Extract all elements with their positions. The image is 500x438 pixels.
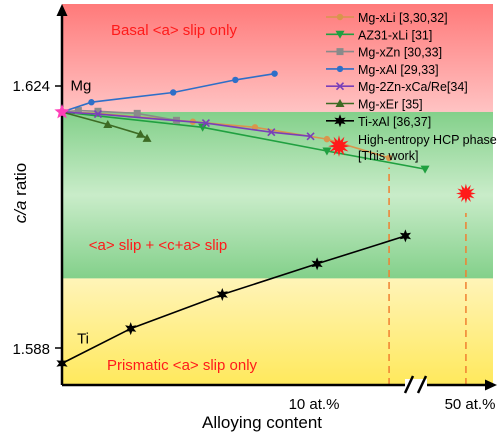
legend-marker: [328, 135, 350, 157]
legend-marker: [336, 65, 344, 73]
y-axis-label-rest: ratio: [11, 163, 30, 201]
data-point: [271, 70, 278, 77]
x-tick-label: 50 at.%: [445, 396, 496, 413]
x-axis-label: Alloying content: [202, 413, 322, 432]
legend-item: High-entropy HCP phase [This work]: [328, 133, 497, 163]
data-point: [251, 124, 259, 131]
legend-label: Mg-xEr [35]: [358, 98, 423, 112]
y-tick-label: 1.624: [12, 78, 50, 95]
series-line: [61, 111, 426, 170]
data-point: [306, 132, 315, 141]
data-point: [420, 165, 430, 174]
legend-label: Mg-2Zn-xCa/Re[34]: [358, 80, 468, 94]
legend-item: AZ31-xLi [31]: [326, 28, 432, 42]
legend-item: Mg-xLi [3,30,32]: [326, 11, 448, 25]
legend-item: Ti-xAl [36,37]: [326, 114, 431, 129]
legend-label: [This work]: [358, 149, 418, 163]
data-point: [103, 119, 113, 128]
reference-lines: [388, 167, 467, 385]
legend-marker: [336, 48, 344, 56]
legend-item: Mg-xZn [30,33]: [326, 46, 442, 60]
region-label: <a> slip + <c+a> slip: [89, 237, 227, 254]
slip-regions: Basal <a> slip only <a> slip + <c+a> slip…: [62, 4, 493, 385]
data-point: [93, 109, 103, 119]
data-point: [135, 129, 145, 138]
legend-item: Mg-xAl [29,33]: [326, 63, 439, 77]
region-a-slip-c-a-slip: [62, 111, 493, 279]
legend-marker: [335, 30, 345, 39]
data-point: [311, 257, 323, 271]
data-point: [142, 133, 152, 142]
data-point: [133, 109, 141, 117]
region-label: Prismatic <a> slip only: [107, 357, 258, 374]
axis-labels: 1.624 1.588 10 at.% 50 at.% Alloying con…: [11, 78, 495, 432]
y-axis-arrow: [56, 4, 68, 16]
legend: Mg-xLi [3,30,32] AZ31-xLi [31] Mg-xZn [30,…: [326, 11, 497, 163]
legend-label: Ti-xAl [36,37]: [358, 115, 431, 129]
series-layer: [56, 70, 476, 370]
data-point: [125, 322, 137, 336]
series-mg-xal-29-33: [61, 70, 278, 113]
y-tick-label: 1.588: [12, 341, 50, 358]
data-point: [94, 107, 102, 115]
legend-label: Mg-xAl [29,33]: [358, 63, 439, 77]
data-point: [232, 76, 239, 84]
y-axis-label-italic: c/a: [11, 201, 30, 224]
data-point: [323, 135, 331, 143]
axis-break-mark-1: [403, 375, 415, 394]
data-point: [267, 128, 276, 137]
region-label: Basal <a> slip only: [111, 22, 237, 39]
legend-label: Mg-xZn [30,33]: [358, 46, 442, 60]
data-point: [88, 99, 95, 106]
legend-marker: [336, 13, 344, 21]
legend-label: AZ31-xLi [31]: [358, 28, 432, 42]
legend-item: Mg-xEr [35]: [326, 98, 423, 112]
data-point: [385, 154, 393, 162]
mg-origin-marker: [54, 104, 70, 119]
legend-label: Mg-xLi [3,30,32]: [358, 11, 448, 25]
axis-break-mark-2: [416, 375, 428, 394]
annotation-ti: Ti: [77, 330, 89, 347]
legend-marker: [335, 99, 345, 107]
annotations: Mg Ti: [54, 77, 91, 347]
series-high-entropy-hcp-phase-this-work: [456, 183, 476, 204]
x-axis-arrow: [485, 379, 497, 391]
data-point: [322, 147, 332, 156]
region-prismatic-a-slip-only: [62, 278, 493, 385]
data-point: [198, 123, 208, 132]
legend-marker: [334, 114, 346, 128]
data-point: [399, 229, 412, 243]
x-tick-label: 10 at.%: [289, 396, 340, 413]
legend-marker: [335, 82, 345, 91]
series-az31-xli-31: [61, 111, 430, 174]
axes: [55, 4, 497, 394]
data-point: [201, 119, 210, 128]
series-mg-2zn-xca-re-34: [61, 109, 315, 141]
legend-label: High-entropy HCP phase: [358, 133, 497, 147]
region-basal-a-slip-only: [62, 4, 493, 112]
series-mg-xer-35: [61, 111, 152, 142]
y-axis-label: c/a ratio: [11, 163, 30, 223]
data-point: [216, 288, 228, 301]
data-point: [456, 183, 476, 204]
data-point: [170, 89, 177, 96]
legend-item: Mg-2Zn-xCa/Re[34]: [326, 80, 468, 94]
data-point: [74, 107, 82, 115]
annotation-mg: Mg: [71, 77, 92, 94]
